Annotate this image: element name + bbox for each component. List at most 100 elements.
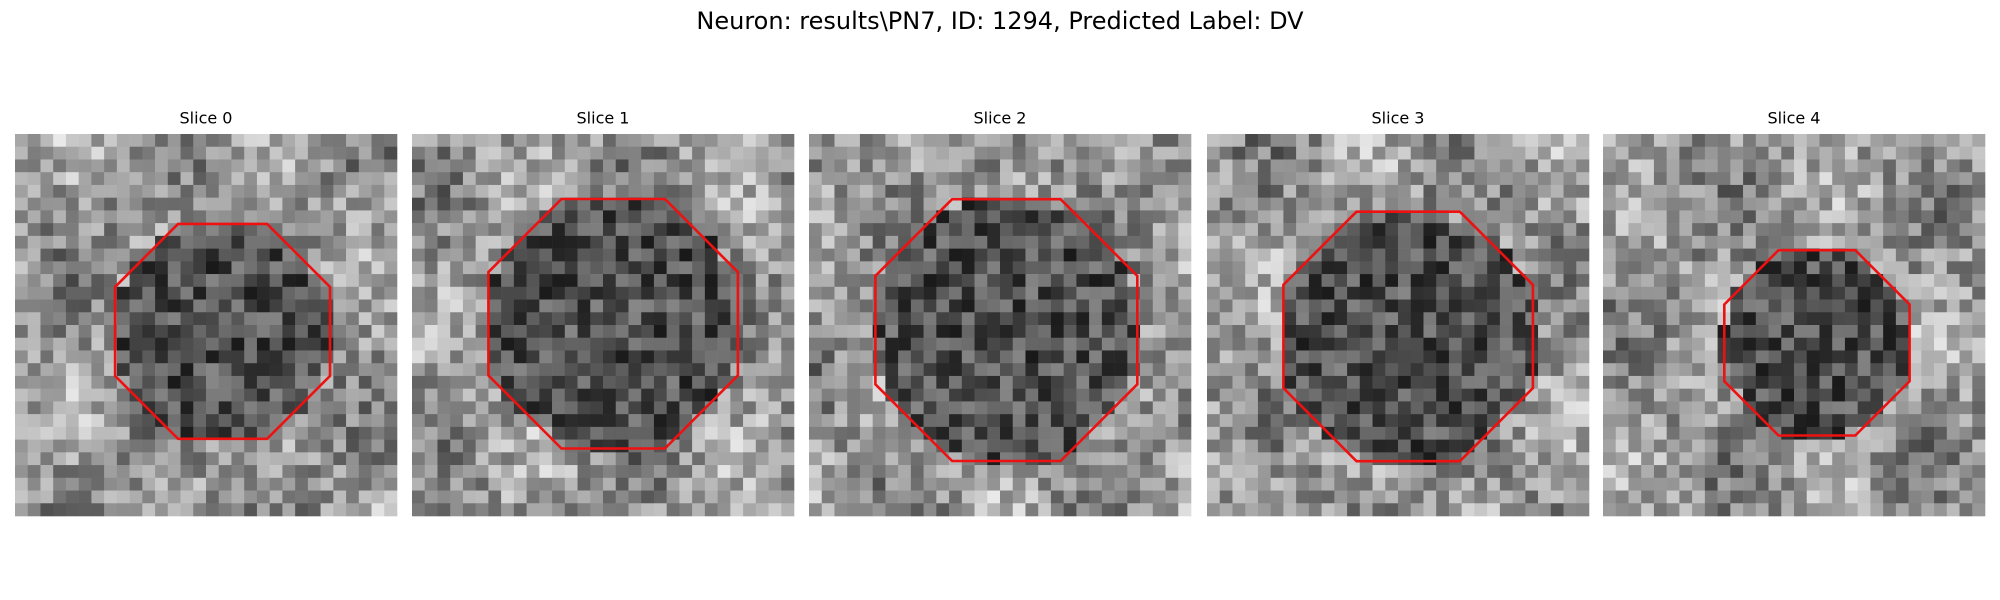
pixel (346, 146, 360, 160)
pixel (1755, 401, 1769, 415)
pixel (564, 363, 578, 377)
pixel (1692, 401, 1706, 415)
pixel (1347, 401, 1361, 415)
pixel (1436, 312, 1450, 326)
pixel (1165, 325, 1179, 339)
pixel (307, 184, 321, 198)
pixel (1692, 325, 1706, 339)
pixel (704, 439, 718, 453)
pixel (692, 134, 706, 148)
pixel (1321, 375, 1335, 389)
pixel (717, 146, 731, 160)
pixel (104, 414, 118, 428)
pixel (590, 223, 604, 237)
pixel (1050, 363, 1064, 377)
pixel (1934, 274, 1948, 288)
pixel (768, 439, 782, 453)
pixel (730, 503, 744, 517)
pixel (1934, 426, 1948, 440)
pixel (1895, 388, 1909, 402)
pixel (1895, 439, 1909, 453)
pixel (142, 325, 156, 339)
pixel (859, 235, 873, 249)
pixel (1114, 490, 1128, 504)
pixel (628, 312, 642, 326)
pixel (1806, 325, 1820, 339)
pixel (1012, 350, 1026, 364)
pixel (1576, 248, 1590, 262)
pixel (603, 146, 617, 160)
pixel (1512, 134, 1526, 148)
pixel (768, 312, 782, 326)
pixel (1934, 197, 1948, 211)
pixel (1832, 134, 1846, 148)
pixel (898, 452, 912, 466)
pixel (167, 465, 181, 479)
pixel (821, 197, 835, 211)
pixel (577, 465, 591, 479)
pixel (641, 490, 655, 504)
pixel (717, 210, 731, 224)
pixel (167, 235, 181, 249)
pixel (1857, 299, 1871, 313)
pixel (256, 210, 270, 224)
pixel (424, 375, 438, 389)
pixel (15, 172, 29, 186)
pixel (847, 325, 861, 339)
pixel (307, 426, 321, 440)
pixel (834, 477, 848, 491)
pixel (1603, 159, 1617, 173)
pixel (1219, 312, 1233, 326)
pixel (1794, 325, 1808, 339)
pixel (1819, 184, 1833, 198)
pixel (1207, 490, 1221, 504)
pixel (834, 312, 848, 326)
pixel (1257, 248, 1271, 262)
pixel (53, 261, 67, 275)
pixel (1730, 414, 1744, 428)
pixel (1921, 477, 1935, 491)
pixel (1844, 503, 1858, 517)
pixel (974, 363, 988, 377)
pixel (320, 235, 334, 249)
pixel (961, 426, 975, 440)
pixel (1550, 477, 1564, 491)
pixel (1641, 134, 1655, 148)
pixel (256, 235, 270, 249)
pixel (730, 159, 744, 173)
pixel (371, 414, 385, 428)
pixel (1755, 452, 1769, 466)
pixel (358, 159, 372, 173)
pixel (1050, 159, 1064, 173)
pixel (333, 223, 347, 237)
pixel (1385, 465, 1399, 479)
pixel (847, 134, 861, 148)
pixel (65, 439, 79, 453)
pixel (1959, 388, 1973, 402)
pixel (1972, 465, 1986, 479)
pixel (424, 337, 438, 351)
pixel (333, 159, 347, 173)
pixel (53, 490, 67, 504)
pixel (256, 325, 270, 339)
pixel (1423, 235, 1437, 249)
pixel (424, 312, 438, 326)
pixel (193, 414, 207, 428)
pixel (1512, 426, 1526, 440)
pixel (1576, 350, 1590, 364)
pixel (1806, 248, 1820, 262)
pixel (462, 414, 476, 428)
pixel (412, 172, 426, 186)
pixel (1232, 426, 1246, 440)
pixel (1870, 452, 1884, 466)
pixel (781, 274, 795, 288)
pixel (1385, 134, 1399, 148)
pixel (1692, 337, 1706, 351)
pixel (1499, 184, 1513, 198)
pixel (27, 197, 41, 211)
pixel (653, 426, 667, 440)
pixel (142, 172, 156, 186)
pixel (847, 286, 861, 300)
pixel (1127, 159, 1141, 173)
pixel (859, 477, 873, 491)
